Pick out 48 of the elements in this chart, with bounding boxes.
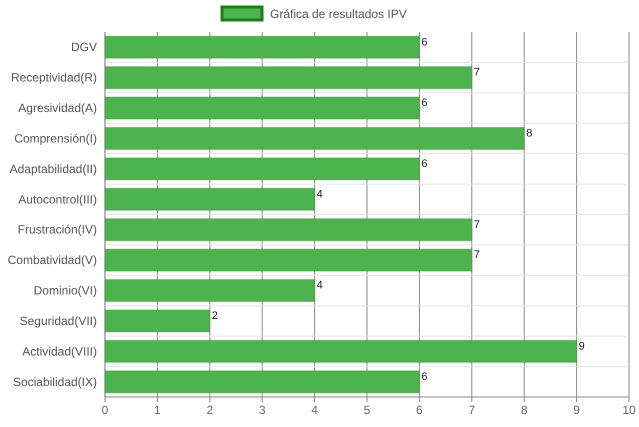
bar	[104, 188, 316, 211]
y-tick-label: Comprensión(I)	[14, 131, 97, 146]
bar	[104, 127, 525, 150]
y-tick-label: Frustración(IV)	[18, 222, 97, 237]
data-label: 7	[474, 218, 480, 231]
bar	[104, 310, 210, 332]
y-tick-label: Seguridad(VII)	[20, 314, 97, 328]
x-tick-label: 5	[364, 403, 371, 417]
y-tick-label: Receptividad(R)	[10, 70, 97, 85]
bar	[104, 370, 420, 394]
bar	[104, 279, 316, 302]
bar	[104, 157, 420, 180]
y-tick-label: DGV	[70, 40, 97, 54]
y-tick-label: Sociabilidad(IX)	[12, 374, 97, 389]
y-tick-label: Dominio(VI)	[34, 284, 97, 298]
y-tick-label: Agresividad(A)	[18, 101, 97, 116]
data-label: 6	[421, 36, 428, 48]
data-label: 4	[316, 188, 323, 200]
bar	[104, 218, 472, 242]
x-tick-label: 0	[102, 403, 109, 417]
x-tick-label: 1	[154, 403, 162, 417]
x-tick-label: 7	[468, 403, 476, 417]
data-label: 6	[421, 97, 428, 110]
data-label: 6	[421, 158, 428, 170]
x-tick-label: 2	[206, 403, 214, 417]
y-tick-label: Adaptabilidad(II)	[10, 162, 97, 176]
data-label: 8	[526, 128, 532, 140]
x-tick-label: 4	[311, 403, 318, 417]
bar	[104, 248, 472, 272]
bar	[104, 66, 472, 90]
x-tick-label: 10	[622, 403, 636, 417]
data-label: 7	[474, 249, 480, 262]
y-tick-label: Actividad(VIII)	[22, 344, 97, 358]
legend-label: Gráfica de resultados IPV	[270, 7, 407, 21]
data-label: 9	[578, 340, 585, 352]
x-tick-label: 3	[258, 403, 266, 417]
x-tick-label: 9	[573, 403, 580, 417]
data-label: 7	[474, 66, 480, 79]
y-tick-label: Autocontrol(III)	[18, 192, 97, 206]
y-tick-label: Combatividad(V)	[8, 253, 97, 268]
bar	[104, 340, 578, 363]
data-label: 4	[316, 280, 323, 292]
data-label: 2	[212, 310, 218, 322]
x-tick-label: 8	[520, 403, 528, 417]
data-label: 6	[421, 370, 428, 383]
bar	[104, 96, 420, 120]
bar	[104, 36, 420, 59]
x-tick-label: 6	[416, 403, 424, 417]
